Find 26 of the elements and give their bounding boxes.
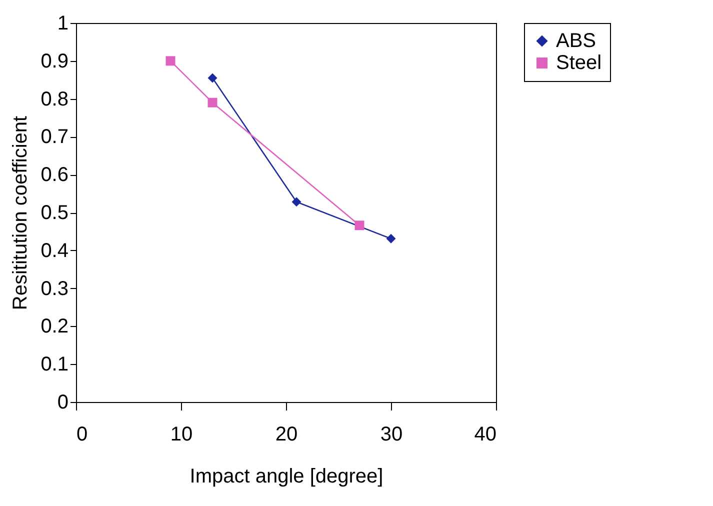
point [354,220,364,230]
point [166,56,176,66]
y-axis-title: Resititution coefficient [10,115,32,310]
y-tick-label: 0.5 [40,202,68,224]
x-tick-label: 40 [474,424,496,446]
y-tick-label: 0.1 [40,354,68,376]
legend-label: ABS [556,30,596,52]
y-tick-label: 0.8 [40,88,68,110]
point [386,234,396,244]
y-tick-label: 0.7 [40,126,68,148]
x-tick-label: 30 [380,424,403,446]
x-tick-label: 10 [170,424,193,446]
point [208,98,218,108]
y-tick-label: 0.9 [40,50,68,72]
x-axis-title: Impact angle [degree] [190,466,384,488]
x-tick-label: 20 [275,424,298,446]
x-tick-label: 0 [76,424,88,446]
point [292,197,302,207]
y-tick-label: 1 [57,12,68,34]
y-tick-label: 0.6 [40,164,68,186]
y-tick-label: 0.4 [40,240,68,262]
legend-label: Steel [556,52,602,74]
y-tick-label: 0.2 [40,316,68,338]
y-tick-label: 0.3 [40,278,68,300]
point [208,73,218,83]
y-tick-label: 0 [57,392,68,414]
